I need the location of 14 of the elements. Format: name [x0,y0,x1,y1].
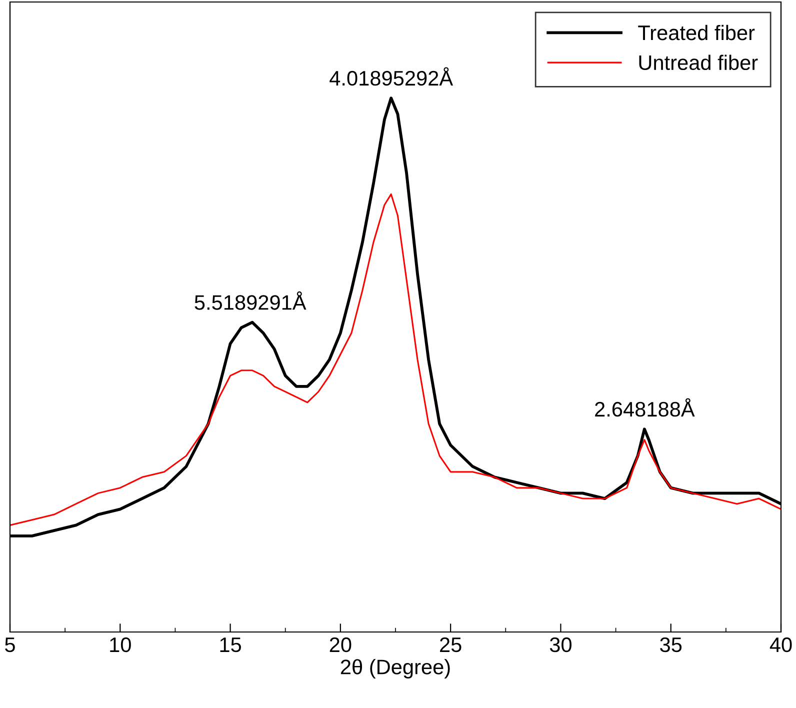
x-tick-label: 5 [5,638,15,652]
annotation: 4.01895292Å [330,67,454,86]
x-axis-title: 2θ (Degree) [340,659,450,678]
x-tick-label: 15 [220,638,241,652]
x-tick-label: 30 [550,637,572,652]
x-tick-label: 10 [110,637,131,652]
legend-label: Untread fiber [639,54,758,70]
annotation: 5.5189291Å [194,291,306,310]
x-tick-label: 40 [770,637,792,652]
annotation: 2.648188Å [595,398,695,417]
x-tick-label: 35 [660,637,682,652]
x-tick-label: 20 [330,637,352,652]
x-tick-label: 25 [440,637,462,652]
legend-label: Treated fiber [638,24,755,40]
